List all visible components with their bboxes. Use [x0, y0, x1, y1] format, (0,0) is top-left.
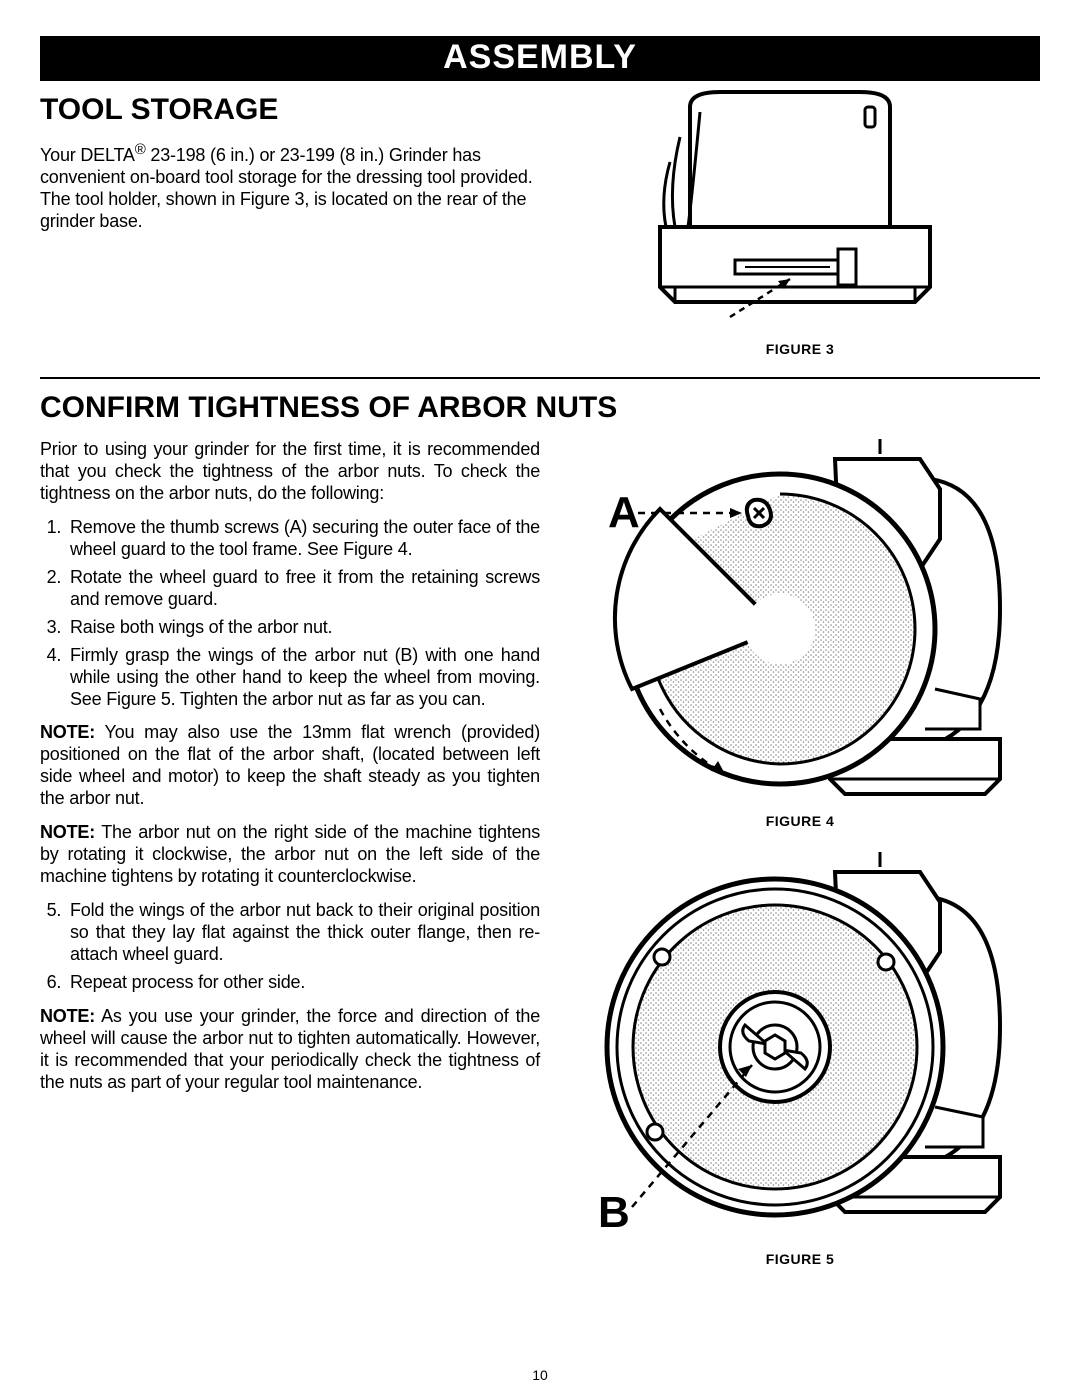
note-1-label: NOTE:	[40, 722, 95, 742]
arbor-intro: Prior to using your grinder for the firs…	[40, 439, 540, 505]
registered-symbol: ®	[135, 141, 146, 158]
figures-4-5-col: A FIGURE 4	[560, 439, 1040, 1267]
step-2: Rotate the wheel guard to free it from t…	[66, 567, 540, 611]
callout-b-label: B	[598, 1188, 630, 1237]
figure-4-box: A FIGURE 4	[560, 439, 1040, 829]
figure-4-caption: FIGURE 4	[766, 813, 835, 829]
note-3: NOTE: As you use your grinder, the force…	[40, 1006, 540, 1094]
tool-storage-row: TOOL STORAGE Your DELTA® 23-198 (6 in.) …	[40, 87, 1040, 357]
step-6: Repeat process for other side.	[66, 972, 540, 994]
note-3-label: NOTE:	[40, 1006, 95, 1026]
step-1: Remove the thumb screws (A) securing the…	[66, 517, 540, 561]
assembly-banner: ASSEMBLY	[40, 36, 1040, 81]
note-2-label: NOTE:	[40, 822, 95, 842]
note-2: NOTE: The arbor nut on the right side of…	[40, 822, 540, 888]
arbor-nuts-row: Prior to using your grinder for the firs…	[40, 439, 1040, 1267]
tool-storage-heading: TOOL STORAGE	[40, 93, 540, 127]
figure-5-box: B FIGURE 5	[560, 847, 1040, 1267]
tool-storage-para-prefix: Your DELTA	[40, 145, 135, 165]
note-1: NOTE: You may also use the 13mm flat wre…	[40, 722, 540, 810]
figure-3-col: FIGURE 3	[560, 87, 1040, 357]
step-4: Firmly grasp the wings of the arbor nut …	[66, 645, 540, 711]
note-3-text: As you use your grinder, the force and d…	[40, 1006, 540, 1092]
figure-3-box: FIGURE 3	[560, 87, 1040, 357]
callout-a-label: A	[608, 488, 640, 537]
tool-storage-paragraph: Your DELTA® 23-198 (6 in.) or 23-199 (8 …	[40, 141, 540, 233]
arbor-nuts-heading: CONFIRM TIGHTNESS OF ARBOR NUTS	[40, 391, 1040, 425]
steps-list-1: Remove the thumb screws (A) securing the…	[40, 517, 540, 711]
page-number: 10	[0, 1367, 1080, 1383]
section-divider	[40, 377, 1040, 379]
tool-storage-text-col: TOOL STORAGE Your DELTA® 23-198 (6 in.) …	[40, 87, 540, 357]
figure-3-caption: FIGURE 3	[766, 341, 835, 357]
steps-list-2: Fold the wings of the arbor nut back to …	[40, 900, 540, 994]
figure-5-caption: FIGURE 5	[766, 1251, 835, 1267]
note-2-text: The arbor nut on the right side of the m…	[40, 822, 540, 886]
figure-5-illustration: B	[580, 847, 1020, 1247]
figure-3-illustration	[630, 87, 970, 337]
step-5: Fold the wings of the arbor nut back to …	[66, 900, 540, 966]
step-3: Raise both wings of the arbor nut.	[66, 617, 540, 639]
arbor-nuts-text-col: Prior to using your grinder for the firs…	[40, 439, 540, 1267]
figure-4-illustration: A	[580, 439, 1020, 809]
note-1-text: You may also use the 13mm flat wrench (p…	[40, 722, 540, 808]
